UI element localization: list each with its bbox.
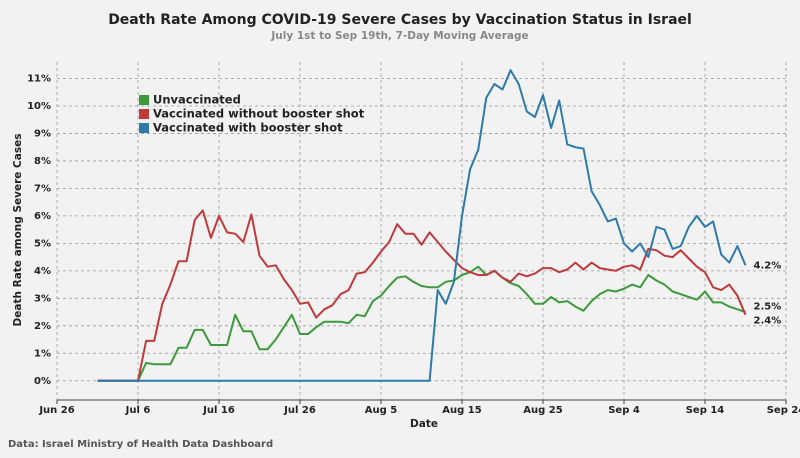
x-tick-label: Jul 26	[283, 405, 316, 416]
y-tick-label: 7%	[34, 183, 51, 194]
legend-swatch	[139, 123, 149, 133]
x-tick-label: Sep 14	[686, 405, 725, 416]
source-note: Data: Israel Ministry of Health Data Das…	[8, 439, 273, 450]
legend-swatch	[139, 95, 149, 105]
y-tick-label: 6%	[34, 211, 51, 222]
x-tick-label: Aug 25	[523, 405, 562, 416]
series-line	[97, 69, 747, 382]
y-axis-label: Death Rate among Severe Cases	[12, 134, 24, 327]
x-axis-label: Date	[410, 418, 438, 430]
legend-swatch	[139, 109, 149, 119]
legend-label: Vaccinated without booster shot	[153, 107, 365, 121]
series-line	[97, 209, 747, 382]
y-tick-label: 1%	[34, 348, 51, 359]
x-tick-label: Sep 24	[767, 405, 800, 416]
y-tick-label: 8%	[34, 156, 51, 167]
x-tick-label: Sep 4	[608, 405, 640, 416]
x-tick-label: Jun 26	[38, 405, 74, 416]
y-tick-label: 0%	[34, 376, 51, 387]
y-tick-label: 5%	[34, 238, 51, 249]
end-label: 2.4%	[754, 315, 782, 326]
y-tick-label: 3%	[34, 293, 51, 304]
x-tick-label: Jul 6	[125, 405, 151, 416]
x-tick-label: Aug 15	[442, 405, 481, 416]
y-tick-label: 4%	[34, 266, 51, 277]
y-tick-label: 11%	[27, 73, 51, 84]
y-tick-label: 9%	[34, 128, 51, 139]
y-tick-label: 10%	[27, 101, 51, 112]
x-tick-label: Aug 5	[365, 405, 397, 416]
x-tick-label: Jul 16	[202, 405, 235, 416]
chart-subtitle: July 1st to Sep 19th, 7-Day Moving Avera…	[270, 30, 528, 42]
legend-label: Vaccinated with booster shot	[153, 121, 343, 135]
end-label: 2.5%	[754, 301, 782, 312]
end-label: 4.2%	[754, 260, 782, 271]
series-line	[97, 265, 746, 382]
y-tick-label: 2%	[34, 321, 51, 332]
legend-label: Unvaccinated	[153, 93, 241, 107]
chart-title: Death Rate Among COVID-19 Severe Cases b…	[108, 12, 692, 28]
